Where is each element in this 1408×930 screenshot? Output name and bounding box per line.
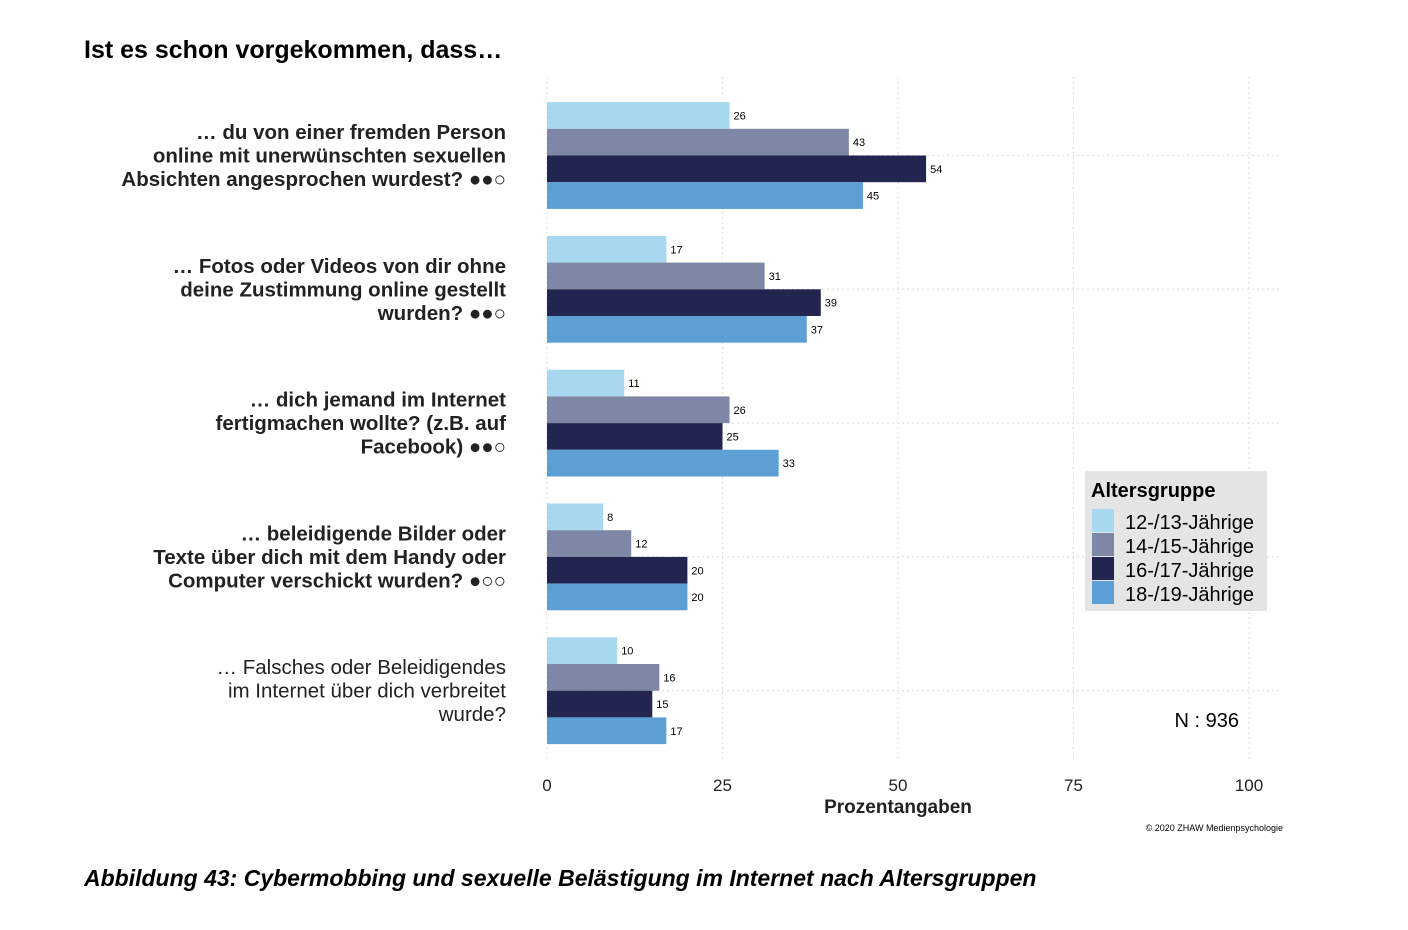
legend-item: 14-/15-Jährige [1125, 536, 1254, 558]
bar-value-label: 39 [825, 298, 837, 310]
category-label: Texte über dich mit dem Handy oder [153, 546, 506, 569]
bar-value-label: 17 [670, 244, 682, 256]
x-tick-label: 100 [1235, 776, 1263, 795]
legend-item: 12-/13-Jährige [1125, 512, 1254, 534]
bar [547, 262, 765, 290]
legend-swatch [1092, 581, 1114, 604]
bar [547, 289, 821, 316]
x-axis-label: Prozentangaben [824, 797, 972, 818]
bar [547, 369, 625, 397]
bar-value-label: 43 [853, 137, 865, 149]
category-label: fertigmachen wollte? (z.B. auf [216, 412, 507, 435]
bar-value-label: 31 [769, 271, 781, 283]
bar [547, 664, 660, 691]
legend-title: Altersgruppe [1091, 480, 1215, 502]
sample-size-label: N : 936 [1175, 710, 1239, 732]
legend-swatch [1092, 509, 1114, 532]
bar-value-label: 11 [628, 378, 639, 390]
bar-value-label: 15 [656, 699, 668, 711]
bar-value-label: 45 [867, 191, 879, 203]
bar-value-label: 16 [663, 672, 675, 684]
legend-swatch [1092, 533, 1114, 556]
bar [547, 102, 730, 129]
bar-value-label: 26 [734, 110, 746, 122]
bar-value-label: 20 [691, 592, 703, 604]
bar [547, 530, 632, 557]
category-label: online mit unerwünschten sexuellen [153, 145, 506, 168]
legend-item: 18-/19-Jährige [1125, 584, 1254, 606]
bar-value-label: 33 [783, 458, 795, 470]
bar [547, 235, 667, 263]
bar [547, 690, 653, 718]
legend-box [1085, 471, 1267, 611]
bar-value-label: 26 [734, 405, 746, 417]
bar-value-label: 12 [635, 539, 647, 551]
category-label: deine Zustimmung online gestellt [180, 278, 506, 301]
legend-swatch [1092, 557, 1114, 580]
copyright-label: © 2020 ZHAW Medienpsychologie [1146, 823, 1283, 833]
bar [547, 637, 618, 664]
bar-value-label: 37 [811, 324, 823, 336]
bar [547, 556, 688, 584]
bar-value-label: 54 [930, 164, 942, 176]
bar [547, 155, 927, 183]
category-label: … Fotos oder Videos von dir ohne [173, 255, 506, 278]
bar [547, 449, 779, 477]
legend-item: 16-/17-Jährige [1125, 560, 1254, 582]
x-tick-label: 75 [1064, 776, 1083, 795]
category-label: … dich jemand im Internet [250, 389, 506, 412]
figure-caption: Abbildung 43: Cybermobbing und sexuelle … [84, 865, 1037, 891]
category-label: wurde? [438, 703, 506, 726]
bar-value-label: 17 [670, 726, 682, 738]
bar-value-label: 10 [621, 646, 633, 658]
bar [547, 423, 723, 450]
category-label: wurden? ●●○ [377, 302, 506, 325]
bar [547, 717, 667, 745]
category-label: … Falsches oder Beleidigendes [217, 656, 506, 679]
bar [547, 503, 604, 531]
x-tick-label: 25 [713, 776, 732, 795]
bar [547, 128, 849, 156]
chart-title: Ist es schon vorgekommen, dass… [84, 36, 503, 64]
bar-value-label: 20 [691, 565, 703, 577]
category-label: … du von einer fremden Person [196, 121, 506, 144]
bar [547, 583, 688, 611]
bar-value-label: 25 [727, 431, 739, 443]
bar [547, 182, 863, 209]
bar [547, 316, 807, 343]
bar-value-label: 8 [607, 512, 613, 524]
category-label: im Internet über dich verbreitet [228, 680, 506, 703]
bar [547, 396, 730, 424]
category-label: … beleidigende Bilder oder [241, 522, 506, 545]
category-label: Absichten angesprochen wurdest? ●●○ [121, 168, 506, 191]
x-tick-label: 0 [542, 776, 551, 795]
category-label: Computer verschickt wurden? ●○○ [168, 569, 506, 592]
category-label: Facebook) ●●○ [361, 436, 506, 459]
x-tick-label: 50 [889, 776, 908, 795]
